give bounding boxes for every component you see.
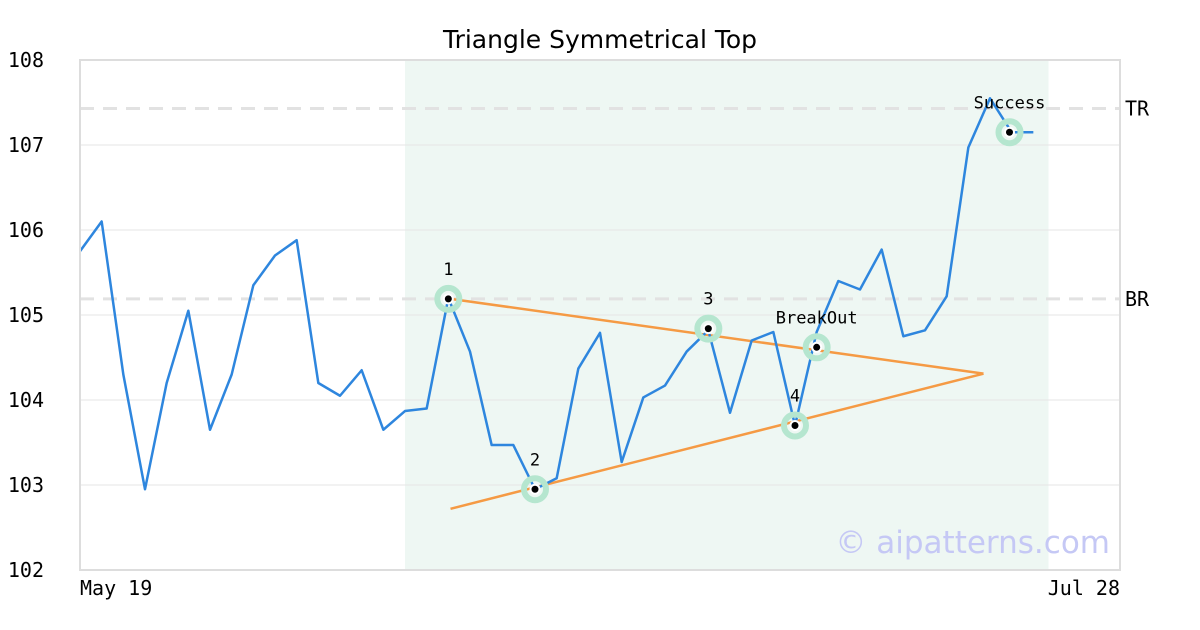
y-tick-label: 105 [8,303,44,327]
pattern-point-label: 4 [790,387,800,407]
x-tick-label: Jul 28 [1048,576,1120,600]
x-tick-label: May 19 [80,576,152,600]
y-tick-label: 104 [8,388,44,412]
watermark: © aipatterns.com [835,525,1110,561]
pattern-point-dot [444,295,452,303]
pattern-point-halo [781,411,809,440]
y-tick-label: 107 [8,133,44,157]
pattern-point-halo [694,314,723,343]
reference-label-tr: TR [1125,96,1150,120]
pattern-point-halo [802,333,831,362]
pattern-point-dot [791,422,799,429]
y-tick-label: 108 [8,48,44,72]
pattern-point-halo [995,118,1024,147]
y-axis-ticks: 102 103 104 105 106 107 108 [8,48,44,582]
pattern-point-dot [1006,128,1013,136]
pattern-point-halo [521,475,549,504]
pattern-point-dot [704,325,712,333]
y-tick-label: 106 [8,218,44,242]
pattern-point-label: 1 [443,260,453,280]
pattern-point-dot [813,343,821,351]
pattern-point-label: 3 [703,290,713,310]
pattern-point-label: Success [974,93,1046,113]
price-series [78,97,1034,491]
reference-lines: TR BR [80,96,1150,311]
plot-border [79,59,1121,571]
price-line [78,97,1034,491]
chart-title: Triangle Symmetrical Top [442,25,757,54]
pattern-point-halo [434,284,463,313]
reference-label-br: BR [1125,287,1150,311]
x-axis-ticks: May 19 Jul 28 [80,576,1120,600]
pattern-point-dot [531,485,539,493]
pattern-points: 1 2 3 4 BreakOut Success [434,93,1046,504]
pattern-point-label: 2 [530,450,540,470]
y-tick-label: 102 [8,558,44,582]
pattern-point-label: BreakOut [776,308,858,328]
y-tick-label: 103 [8,473,44,497]
